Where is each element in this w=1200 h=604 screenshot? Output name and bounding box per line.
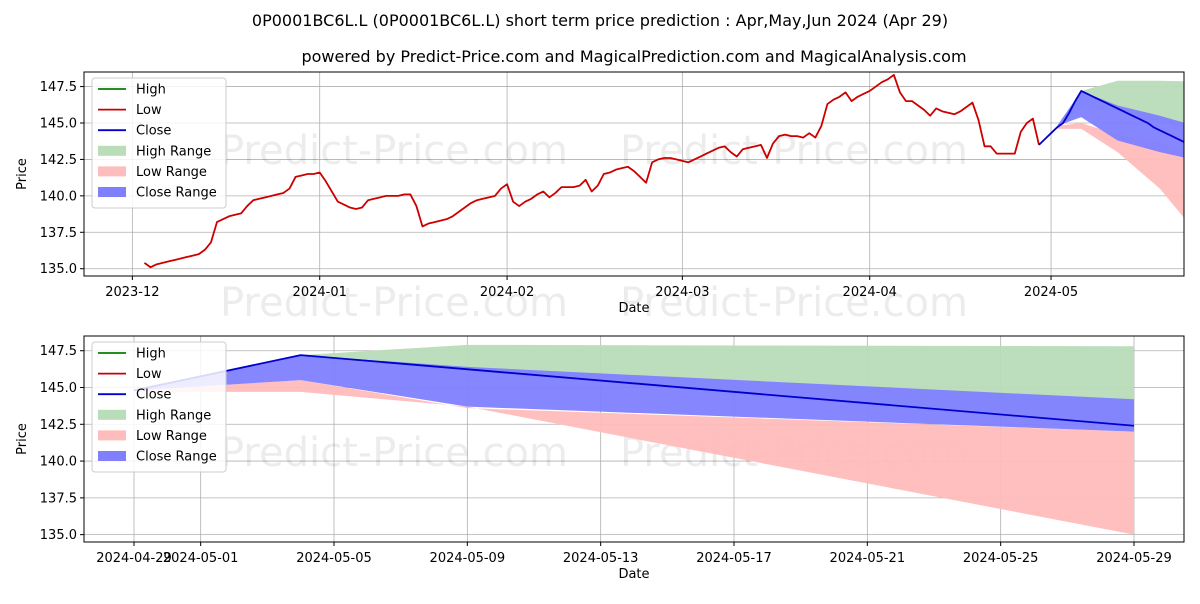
legend-label-high-range: High Range xyxy=(136,144,211,159)
x-tick-label: 2024-05-05 xyxy=(296,551,372,566)
close-range-band xyxy=(134,355,1134,432)
grid xyxy=(84,72,1184,276)
x-tick-label: 2024-05-13 xyxy=(563,551,639,566)
y-tick-label: 135.0 xyxy=(40,528,77,543)
y-tick-label: 147.5 xyxy=(40,344,77,359)
y-tick-label: 135.0 xyxy=(40,262,77,277)
legend-label-high: High xyxy=(136,83,166,98)
x-tick-label: 2024-05-21 xyxy=(830,551,906,566)
x-axis-label: Date xyxy=(618,567,649,582)
x-tick-label: 2024-03 xyxy=(655,285,709,300)
x-tick-label: 2023-12 xyxy=(105,285,159,300)
legend-label-low-range: Low Range xyxy=(136,165,207,180)
legend-label-high: High xyxy=(136,347,166,362)
y-axis-label: Price xyxy=(15,158,30,190)
y-tick-label: 142.5 xyxy=(40,418,77,433)
legend-label-low: Low xyxy=(136,367,162,382)
legend: High Low Close High Range Low Range Close Ran… xyxy=(91,341,227,473)
y-tick-label: 145.0 xyxy=(40,381,77,396)
legend-label-close: Close xyxy=(136,388,171,403)
x-tick-label: 2024-05-17 xyxy=(696,551,772,566)
watermark-text: Predict-Price.com xyxy=(620,128,968,174)
chart-title: 0P0001BC6L.L (0P0001BC6L.L) short term p… xyxy=(252,11,948,30)
x-tick-label: 2024-04-29 xyxy=(96,551,172,566)
chart-subtitle: powered by Predict-Price.com and Magical… xyxy=(301,47,966,66)
legend-swatch-close-range xyxy=(98,451,126,461)
x-tick-label: 2024-05 xyxy=(1024,285,1078,300)
x-tick-label: 2024-01 xyxy=(293,285,347,300)
watermark-text: Predict-Price.com xyxy=(220,430,568,476)
watermark-text: Predict-Price.com xyxy=(220,280,568,326)
legend-swatch-high-range xyxy=(98,409,126,420)
y-tick-label: 145.0 xyxy=(40,117,77,132)
legend-label-low-range: Low Range xyxy=(136,429,207,444)
watermark-text: Predict-Price.com xyxy=(220,128,568,174)
x-tick-label: 2024-05-09 xyxy=(430,551,506,566)
top-panel: Predict-Price.com Predict-Price.com Predic… xyxy=(15,71,1185,326)
legend-label-high-range: High Range xyxy=(136,408,211,423)
x-tick-label: 2024-02 xyxy=(480,285,534,300)
close-range-band xyxy=(1057,90,1184,158)
low-range-band xyxy=(134,380,1134,535)
close-line xyxy=(1038,90,1184,146)
x-tick-label: 2024-05-01 xyxy=(163,551,239,566)
x-tick-label: 2024-05-29 xyxy=(1096,551,1172,566)
y-tick-label: 142.5 xyxy=(40,153,77,168)
y-tick-label: 147.5 xyxy=(40,80,77,95)
legend-label-low: Low xyxy=(136,103,162,118)
watermark-text: Predict-Price.com xyxy=(620,280,968,326)
plot-frame xyxy=(83,335,1185,543)
y-tick-label: 140.0 xyxy=(40,189,77,204)
x-tick-label: 2024-05-25 xyxy=(963,551,1039,566)
plot-frame xyxy=(83,71,1185,277)
bottom-panel: Predict-Price.comPredict-Price.com135.01… xyxy=(15,335,1185,582)
x-tick-label: 2024-04 xyxy=(843,285,897,300)
y-tick-label: 137.5 xyxy=(40,491,77,506)
y-tick-label: 140.0 xyxy=(40,455,77,470)
legend: High Low Close High Range Low Range Close Ran… xyxy=(91,77,227,209)
x-axis-label: Date xyxy=(618,301,649,316)
y-tick-label: 137.5 xyxy=(40,226,77,241)
y-axis-label: Price xyxy=(15,423,30,455)
legend-swatch-low-range xyxy=(98,166,126,177)
plot-area xyxy=(143,74,1184,269)
legend-label-close-range: Close Range xyxy=(136,186,217,201)
high-range-band xyxy=(134,344,1134,425)
legend-swatch-close-range xyxy=(98,187,126,197)
legend-label-close-range: Close Range xyxy=(136,450,217,465)
legend-swatch-high-range xyxy=(98,145,126,156)
low-line xyxy=(143,74,1040,269)
legend-label-close: Close xyxy=(136,124,171,139)
legend-swatch-low-range xyxy=(98,430,126,441)
